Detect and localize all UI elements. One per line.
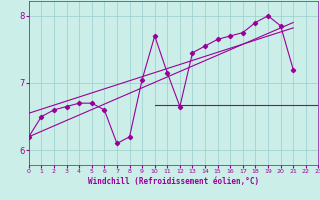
- X-axis label: Windchill (Refroidissement éolien,°C): Windchill (Refroidissement éolien,°C): [88, 177, 259, 186]
